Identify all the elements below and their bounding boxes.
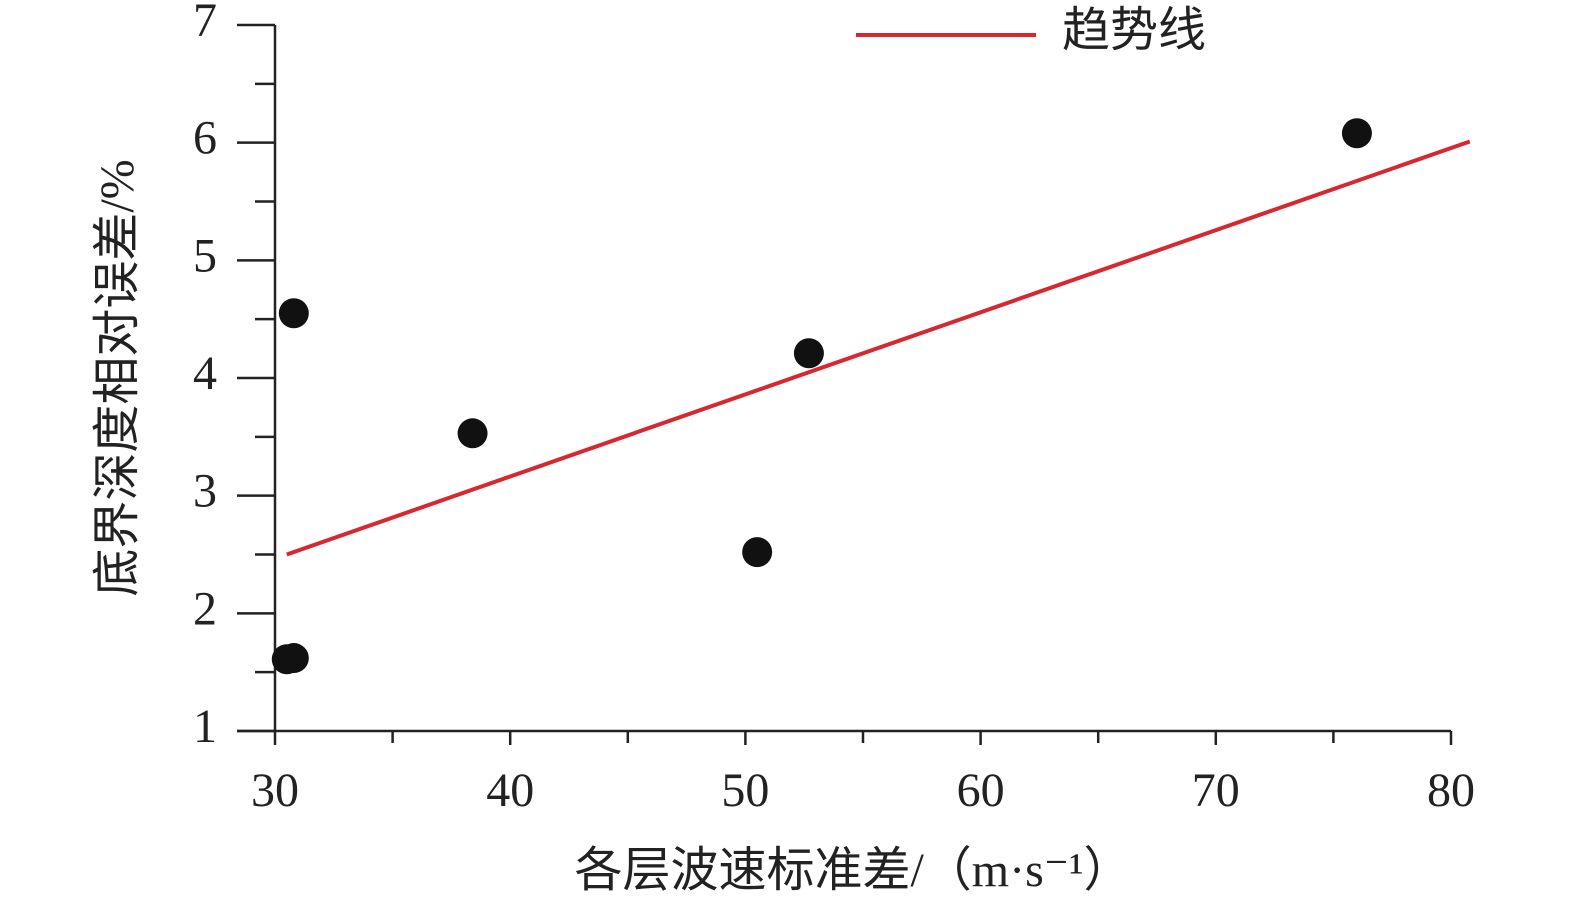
x-tick-label: 70 (1192, 764, 1240, 817)
y-tick-label: 6 (193, 112, 217, 165)
point (278, 643, 309, 674)
y-tick-label: 3 (193, 465, 217, 518)
y-axis-label: 底界深度相对误差/% (91, 159, 144, 596)
y-tick-label: 7 (193, 0, 217, 47)
trend-line (286, 139, 1471, 557)
x-tick-label: 50 (721, 764, 769, 817)
x-tick-label: 40 (486, 764, 534, 817)
y-tick-label: 5 (193, 229, 217, 282)
point (457, 418, 488, 449)
point (1341, 118, 1372, 149)
point (793, 338, 824, 369)
point (742, 537, 773, 568)
y-tick-label: 4 (193, 347, 217, 400)
point (278, 298, 309, 329)
x-tick-label: 60 (957, 764, 1005, 817)
legend-label: 趋势线 (1062, 4, 1206, 57)
y-tick-label: 2 (193, 582, 217, 635)
x-tick-label: 30 (251, 764, 299, 817)
y-tick-label: 1 (193, 700, 217, 753)
x-tick-label: 80 (1427, 764, 1475, 817)
x-axis-label: 各层波速标准差/（m·s⁻¹） (574, 844, 1131, 897)
